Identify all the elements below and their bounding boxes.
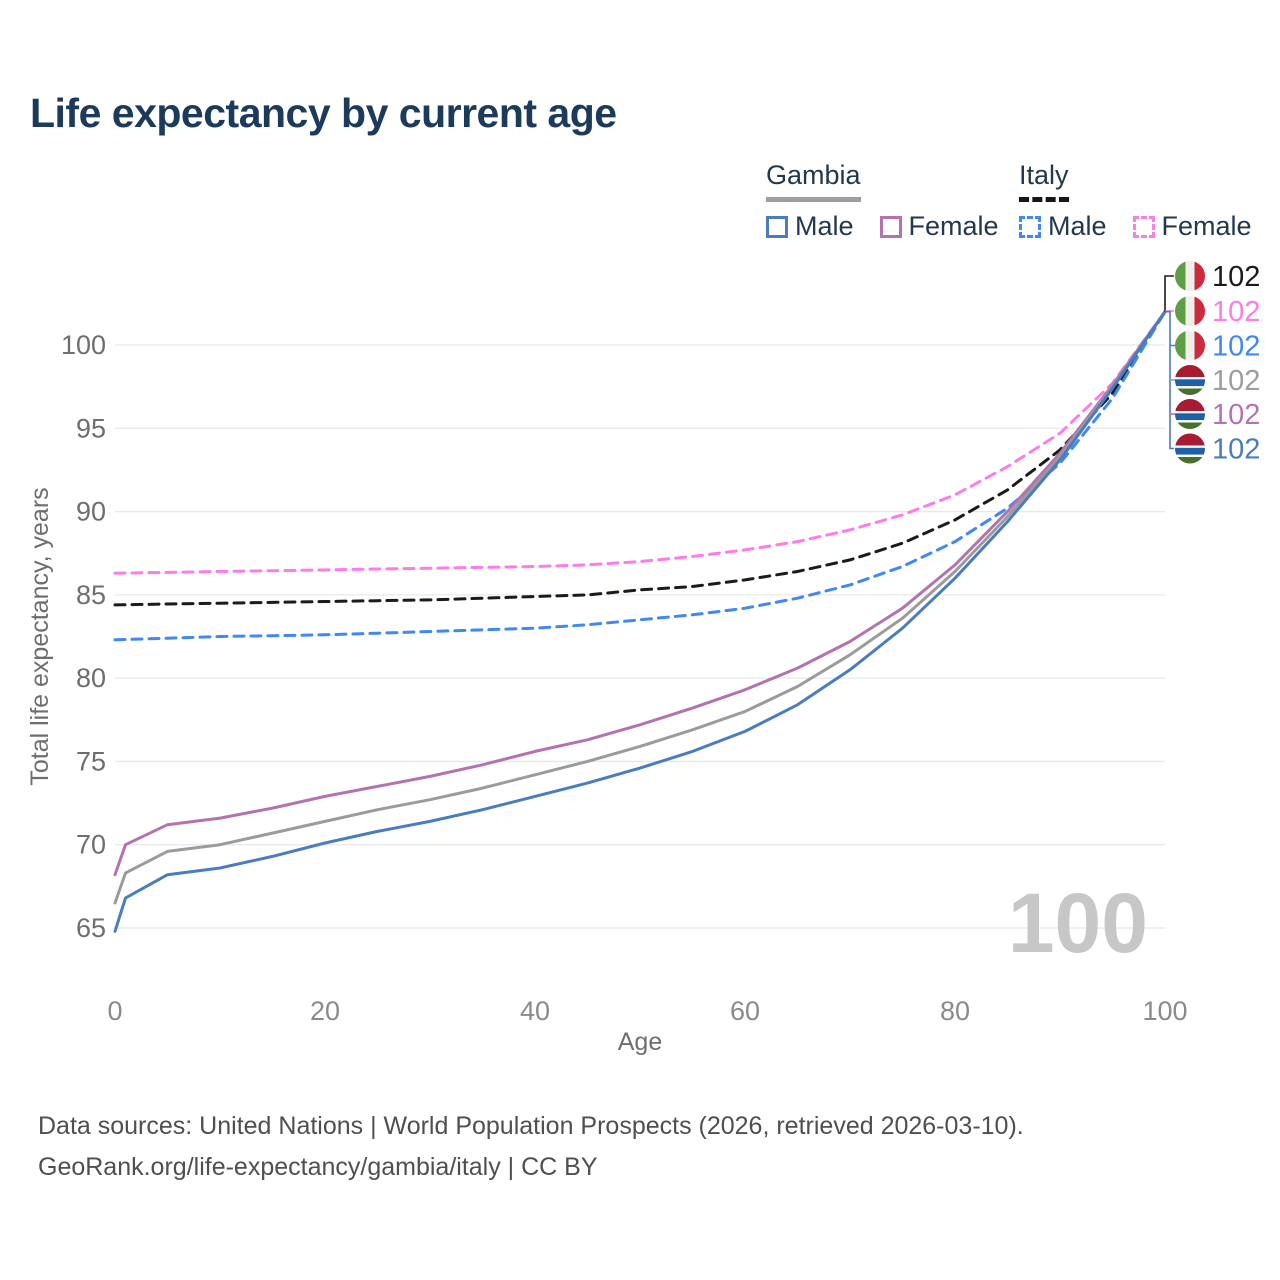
end-label-italy-male: 102	[1212, 331, 1260, 363]
end-label-italy-both-sexes: 102	[1212, 261, 1260, 293]
italy-flag-icon	[1175, 261, 1205, 291]
legend-item-italy-female[interactable]: Female	[1132, 211, 1252, 242]
y-tick-label-75: 75	[76, 746, 106, 776]
page-title: Life expectancy by current age	[30, 90, 617, 136]
end-label-gambia-female: 102	[1212, 399, 1260, 431]
series-line-gambia-female	[113, 310, 1167, 877]
legend-group-italy: Italy Male Female	[1019, 160, 1278, 242]
x-tick-label-0: 0	[107, 996, 122, 1026]
legend-label-gambia-male: Male	[795, 211, 854, 241]
y-axis-title: Total life expectancy, years	[26, 487, 54, 785]
italy-flag-icon	[1175, 330, 1205, 361]
italy-female-swatch-icon	[1132, 215, 1155, 238]
legend-group-gambia: Gambia Male Female	[766, 160, 1025, 242]
footer-attribution: GeoRank.org/life-expectancy/gambia/italy…	[38, 1153, 598, 1181]
legend-item-gambia-male[interactable]: Male	[766, 211, 854, 242]
y-tick-label-95: 95	[76, 413, 106, 443]
y-tick-label-90: 90	[76, 497, 106, 527]
legend-label-italy-female: Female	[1161, 211, 1252, 241]
legend-country-italy: Italy	[1019, 160, 1069, 202]
legend-label-italy-male: Male	[1048, 211, 1107, 241]
x-tick-label-80: 80	[940, 996, 970, 1026]
y-tick-label-70: 70	[76, 830, 106, 860]
series-line-gambia-male	[113, 310, 1167, 933]
y-tick-label-85: 85	[76, 580, 106, 610]
leader-line-italy-both	[1164, 275, 1174, 312]
end-label-gambia-both-sexes: 102	[1212, 365, 1260, 397]
x-tick-label-40: 40	[520, 996, 550, 1026]
end-label-italy-female: 102	[1212, 296, 1260, 328]
italy-flag-icon	[1175, 296, 1205, 326]
italy-male-swatch-icon	[1019, 215, 1041, 238]
series-line-italy-female	[113, 310, 1167, 575]
series-line-italy-both-sexes	[113, 310, 1167, 607]
gambia-female-swatch-icon	[879, 215, 902, 238]
gambia-flag-icon	[1175, 365, 1205, 395]
x-tick-label-100: 100	[1142, 996, 1187, 1026]
gambia-flag-icon	[1175, 399, 1205, 429]
end-label-gambia-male: 102	[1212, 434, 1260, 466]
series-line-gambia-both-sexes	[113, 310, 1167, 905]
x-axis-title: Age	[618, 1028, 662, 1056]
x-tick-label-20: 20	[310, 996, 340, 1026]
y-tick-label-80: 80	[76, 663, 106, 693]
series-line-italy-male	[113, 310, 1167, 642]
y-tick-label-100: 100	[61, 330, 106, 360]
legend-items-italy: Male Female	[1019, 211, 1278, 242]
legend-item-italy-male[interactable]: Male	[1019, 211, 1107, 242]
x-tick-label-60: 60	[730, 996, 760, 1026]
age-watermark: 100	[1008, 876, 1148, 970]
footer-data-sources: Data sources: United Nations | World Pop…	[38, 1112, 1024, 1140]
legend-country-gambia: Gambia	[766, 160, 861, 202]
footer: Data sources: United Nations | World Pop…	[38, 1106, 1024, 1188]
legend-items-gambia: Male Female	[766, 211, 1025, 242]
legend-item-gambia-female[interactable]: Female	[879, 211, 999, 242]
y-tick-label-65: 65	[76, 913, 106, 943]
gambia-male-swatch-icon	[766, 215, 788, 238]
legend-label-gambia-female: Female	[908, 211, 999, 241]
gambia-flag-icon	[1175, 433, 1205, 464]
